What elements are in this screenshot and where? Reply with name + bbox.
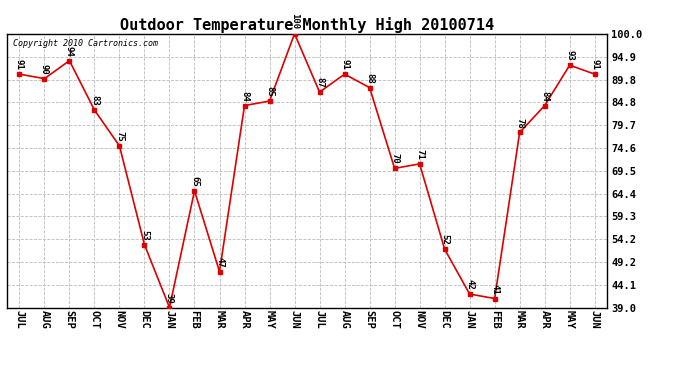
Text: 52: 52 — [440, 234, 449, 245]
Text: 78: 78 — [515, 118, 524, 128]
Text: 100: 100 — [290, 13, 299, 30]
Text: Copyright 2010 Cartronics.com: Copyright 2010 Cartronics.com — [13, 39, 158, 48]
Text: 39: 39 — [165, 292, 174, 303]
Text: 91: 91 — [15, 59, 24, 70]
Title: Outdoor Temperature Monthly High 20100714: Outdoor Temperature Monthly High 2010071… — [120, 16, 494, 33]
Text: 71: 71 — [415, 149, 424, 160]
Text: 65: 65 — [190, 176, 199, 187]
Text: 84: 84 — [540, 91, 549, 101]
Text: 91: 91 — [590, 59, 599, 70]
Text: 94: 94 — [65, 46, 74, 57]
Text: 93: 93 — [565, 50, 574, 61]
Text: 88: 88 — [365, 73, 374, 83]
Text: 91: 91 — [340, 59, 349, 70]
Text: 87: 87 — [315, 77, 324, 88]
Text: 83: 83 — [90, 95, 99, 106]
Text: 84: 84 — [240, 91, 249, 101]
Text: 47: 47 — [215, 256, 224, 267]
Text: 70: 70 — [390, 153, 399, 164]
Text: 41: 41 — [490, 284, 499, 294]
Text: 85: 85 — [265, 86, 274, 97]
Text: 53: 53 — [140, 230, 149, 240]
Text: 90: 90 — [40, 64, 49, 75]
Text: 75: 75 — [115, 131, 124, 142]
Text: 42: 42 — [465, 279, 474, 290]
